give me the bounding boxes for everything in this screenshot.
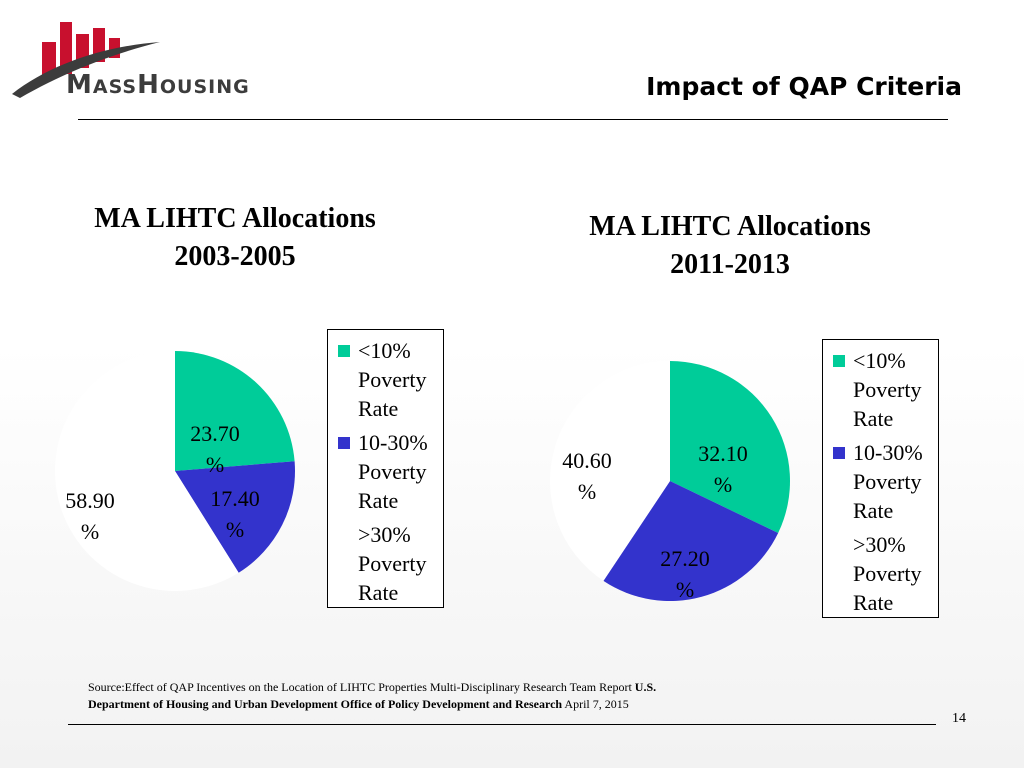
legend-item-10-30: 10-30% Poverty Rate	[336, 428, 435, 515]
data-label-over-30: 58.90%	[65, 488, 115, 544]
pie-slice-10-30	[175, 461, 295, 573]
legend-label: 10-30% Poverty Rate	[853, 440, 923, 523]
legend-swatch-green	[338, 345, 350, 357]
logo-wordmark: MASSHOUSING	[66, 70, 250, 100]
data-label-over-30: 40.60%	[562, 448, 612, 504]
source-footnote: Source:Effect of QAP Incentives on the L…	[88, 679, 688, 713]
page-number: 14	[952, 711, 966, 726]
chart-title-2011-2013: MA LIHTC Allocations 2011-2013	[555, 208, 905, 284]
chart-title-2003-2005: MA LIHTC Allocations 2003-2005	[60, 200, 410, 276]
legend-item-under-10: <10% Poverty Rate	[831, 346, 930, 433]
legend-label: 10-30% Poverty Rate	[358, 430, 428, 513]
source-publisher: U.S. Department of Housing and Urban Dev…	[88, 680, 657, 711]
legend-item-over-30: >30% Poverty Rate	[336, 520, 435, 607]
logo-text-ass: ASS	[92, 76, 138, 98]
legend-item-under-10: <10% Poverty Rate	[336, 336, 435, 423]
legend-label: >30% Poverty Rate	[358, 522, 427, 605]
legend-item-10-30: 10-30% Poverty Rate	[831, 438, 930, 525]
chart-title-2-line-1: MA LIHTC Allocations	[589, 211, 871, 242]
legend-label: >30% Poverty Rate	[853, 532, 922, 615]
pie-slice-over-30	[55, 351, 239, 591]
masshousing-logo	[12, 22, 160, 98]
chart-title-1-line-1: MA LIHTC Allocations	[94, 203, 376, 234]
legend-swatch-blue	[833, 447, 845, 459]
pie-slice-10-30	[603, 481, 779, 601]
pie-chart-2003-2005: 23.70 % 17.40 % 58.90%	[55, 351, 295, 591]
data-label-under-10: 32.10%	[698, 441, 748, 497]
source-prefix: Source:Effect of QAP Incentives on the L…	[88, 680, 635, 694]
data-label-10-30: 27.20%	[660, 546, 710, 602]
logo-building-2	[60, 22, 72, 74]
legend-swatch-blue	[338, 437, 350, 449]
logo-text-h: H	[137, 70, 160, 100]
logo-building-5	[109, 38, 120, 58]
legend-label: <10% Poverty Rate	[853, 348, 922, 431]
logo-swoosh	[12, 42, 160, 98]
legend-swatch-white	[338, 529, 350, 541]
chart-title-1-line-2: 2003-2005	[174, 241, 296, 272]
pie-chart-2011-2013: 32.10 % 27.20 % 40.60%	[549, 361, 790, 602]
chart-title-2-line-2: 2011-2013	[670, 249, 790, 280]
pie-slice-over-30	[549, 361, 670, 581]
legend-2011-2013: <10% Poverty Rate 10-30% Poverty Rate >3…	[822, 339, 939, 618]
legend-swatch-white	[833, 539, 845, 551]
data-label-10-30: 17.40%	[210, 486, 260, 542]
slide-title: Impact of QAP Criteria	[646, 72, 962, 101]
header-divider	[78, 119, 948, 120]
legend-item-over-30: >30% Poverty Rate	[831, 530, 930, 617]
data-label-under-10: 23.70%	[190, 421, 240, 477]
pie-slice-under-10	[175, 351, 295, 471]
pie-slice-under-10	[670, 361, 790, 533]
legend-label: <10% Poverty Rate	[358, 338, 427, 421]
logo-building-1	[42, 42, 56, 78]
logo-text-ousing: OUSING	[159, 76, 250, 98]
legend-swatch-green	[833, 355, 845, 367]
logo-text-m: M	[66, 70, 93, 100]
footer-divider	[68, 724, 936, 725]
legend-2003-2005: <10% Poverty Rate 10-30% Poverty Rate >3…	[327, 329, 444, 608]
source-date: April 7, 2015	[562, 697, 629, 711]
